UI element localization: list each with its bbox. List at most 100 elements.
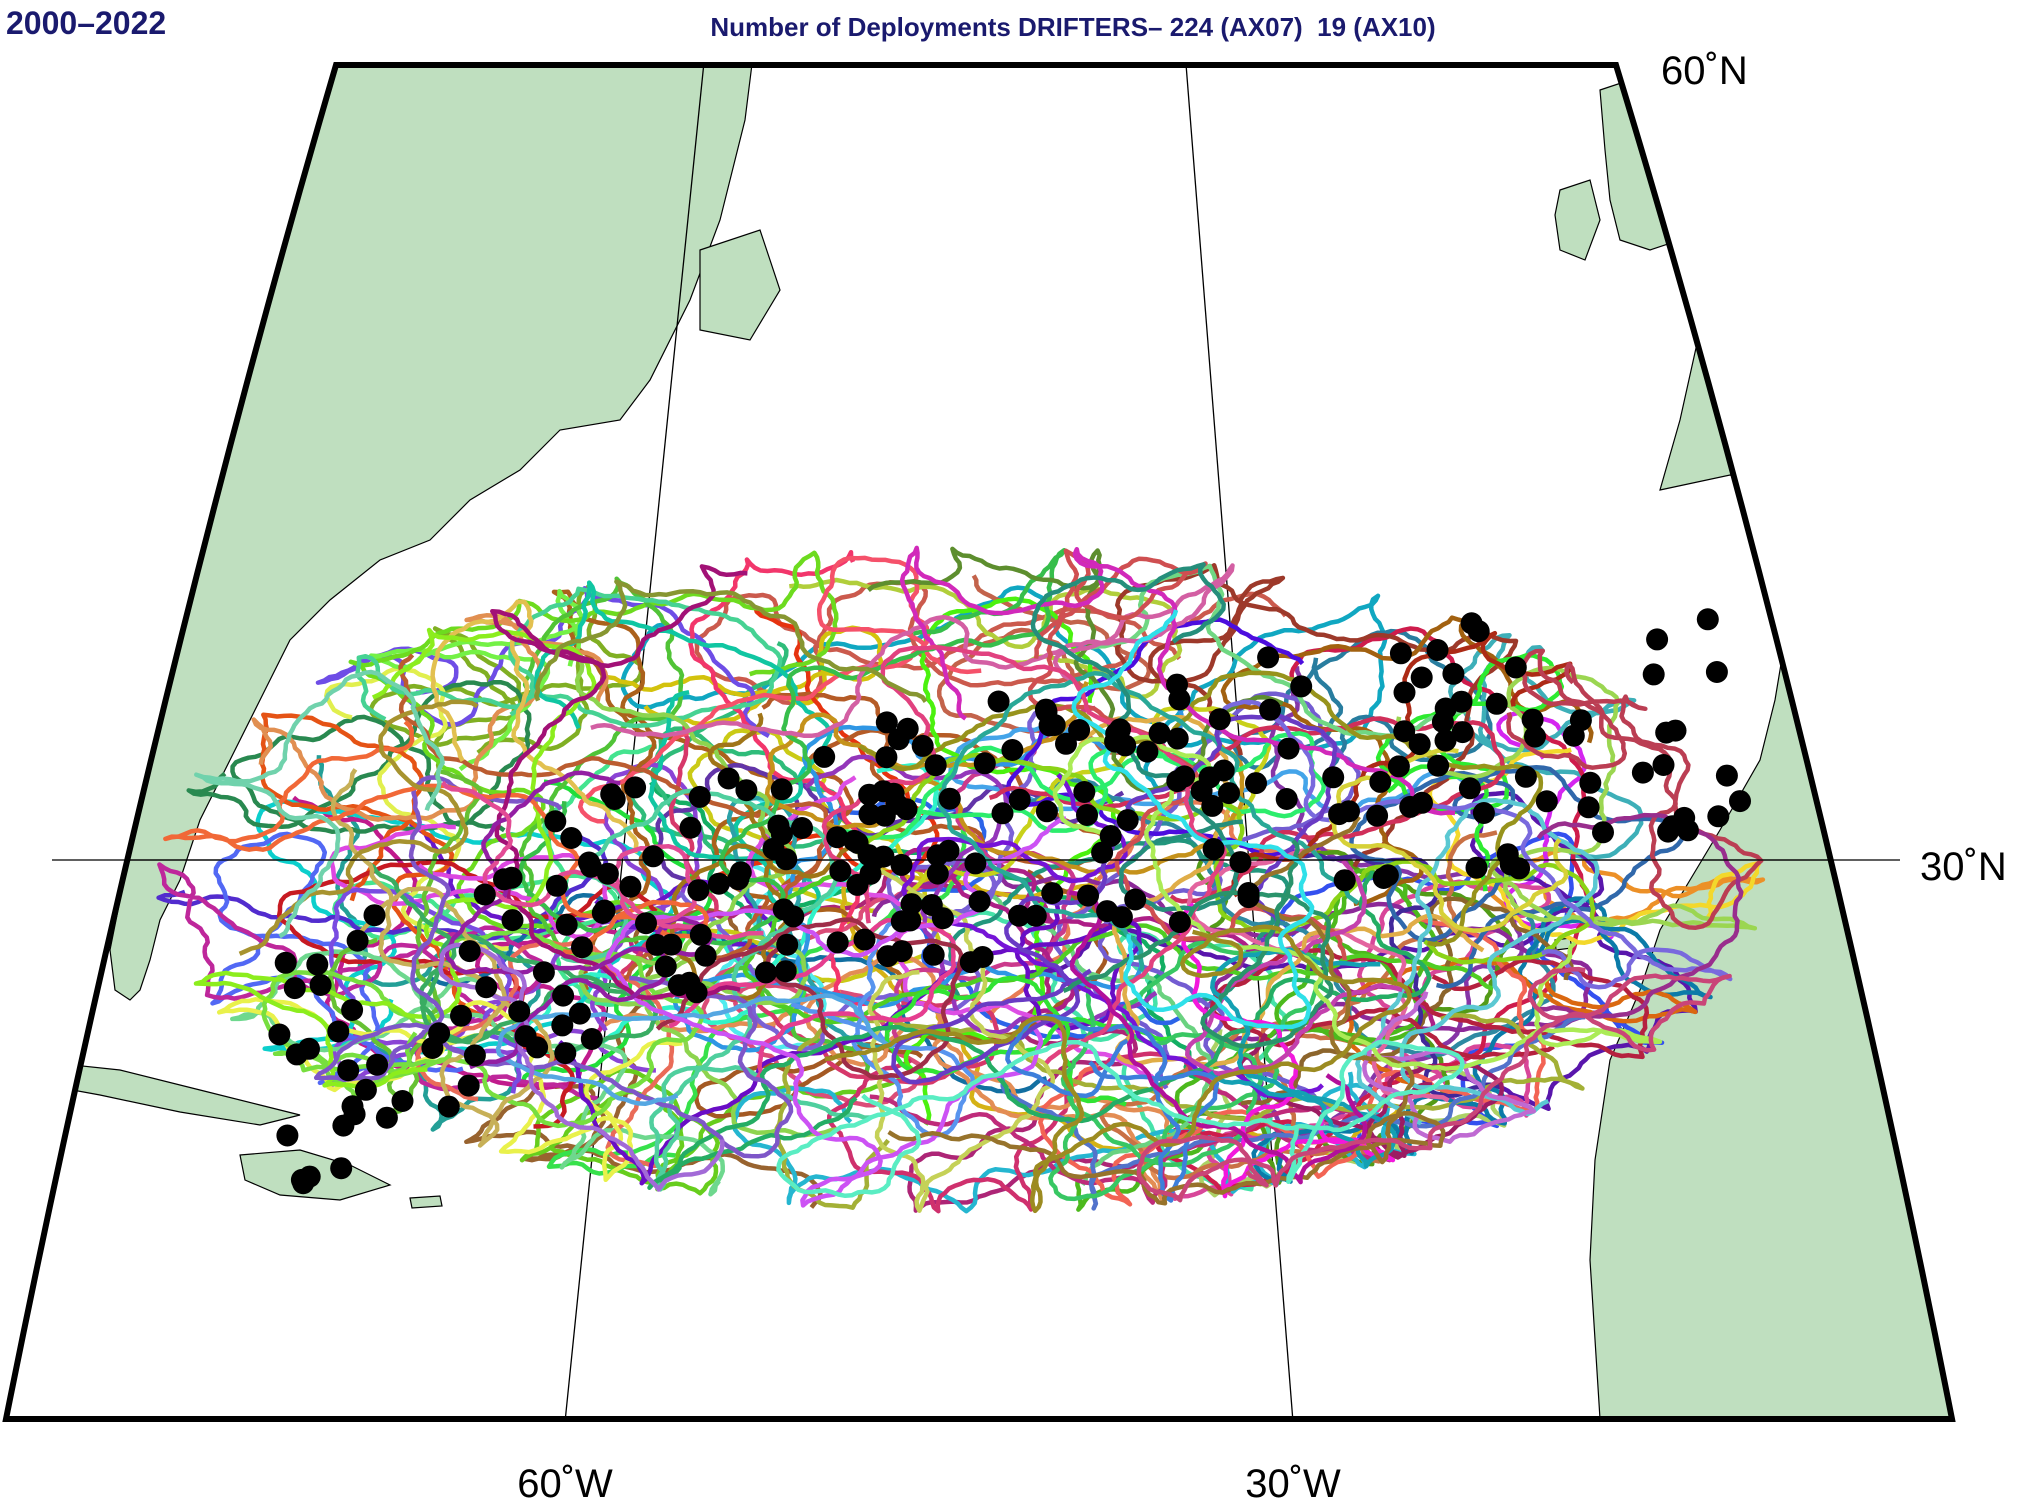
deployment-point <box>1110 906 1133 929</box>
deployment-point <box>654 955 677 978</box>
deployment-point <box>890 910 913 933</box>
deployment-point <box>853 928 876 951</box>
deployment-point <box>1465 856 1488 879</box>
deployment-point <box>1646 628 1669 651</box>
drifter-track <box>688 549 878 1007</box>
drifter-track <box>438 942 725 1192</box>
drifter-track <box>1536 812 1744 1019</box>
deployment-point <box>274 951 297 974</box>
deployment-point <box>341 1095 364 1118</box>
deployment-point <box>366 1053 389 1076</box>
deployment-point <box>1091 841 1114 864</box>
deployment-point <box>1338 800 1360 823</box>
deployment-point <box>619 875 642 898</box>
deployment-point <box>508 1000 531 1023</box>
deployment-point <box>924 754 947 777</box>
deployment-point <box>532 961 555 984</box>
britain <box>1599 79 1681 251</box>
deployment-point <box>1729 790 1751 813</box>
deployment-point <box>826 826 849 849</box>
deployment-point <box>1166 727 1189 750</box>
deployment-point <box>354 1078 377 1101</box>
deployment-point <box>1202 838 1225 860</box>
deployment-point <box>774 960 797 983</box>
deployment-point <box>858 783 881 806</box>
deployment-point <box>717 767 740 790</box>
deployment-point <box>1105 722 1128 745</box>
deployment-point <box>290 1168 313 1191</box>
deployment-point <box>1631 761 1654 784</box>
deployment-point <box>1372 867 1395 889</box>
deployment-point <box>1073 781 1096 803</box>
deployment-point <box>987 690 1010 713</box>
deployment-point <box>1410 666 1433 689</box>
drifter-track <box>655 917 964 1080</box>
deployment-point <box>1472 802 1495 824</box>
deployment-point <box>545 874 568 897</box>
deployment-point <box>1508 857 1531 880</box>
map-frame <box>2 62 1956 1422</box>
deployment-point <box>526 1036 549 1059</box>
deployment-point <box>964 852 987 875</box>
deployment-point <box>689 923 712 946</box>
deployment-point <box>900 893 923 916</box>
drifter-track <box>324 666 509 952</box>
deployment-point <box>1652 754 1675 776</box>
drifter-track <box>1027 548 1347 961</box>
deployment-point <box>1569 709 1592 732</box>
deployment-point <box>1008 788 1031 811</box>
drifter-track <box>1136 966 1732 1203</box>
deployment-point <box>457 1074 480 1097</box>
deployment-point <box>624 776 647 799</box>
drifter-track <box>1209 947 1650 1060</box>
deployment-point <box>306 953 329 976</box>
deployment-point <box>1198 766 1221 789</box>
drifter-track <box>534 579 928 703</box>
deployment-point <box>1257 646 1280 669</box>
meridian-30w <box>1182 65 1294 1419</box>
deployment-point <box>346 929 369 952</box>
deployment-point <box>1008 904 1031 927</box>
deployment-point <box>283 977 306 1000</box>
deployment-point <box>938 787 961 810</box>
deployment-point <box>959 951 982 974</box>
drifter-track <box>1251 896 1713 1184</box>
deployment-point <box>1043 714 1066 736</box>
deployment-point <box>1387 755 1410 778</box>
deployment-point <box>475 976 498 999</box>
deployment-point <box>1431 711 1454 733</box>
drifter-track <box>1048 940 1329 1202</box>
drifter-track <box>1240 896 1574 1106</box>
deployment-point <box>341 999 364 1021</box>
deployment-point <box>813 745 836 768</box>
deployment-point <box>1579 771 1602 794</box>
drifter-track <box>560 788 872 1192</box>
deployment-point <box>580 1028 603 1050</box>
deployment-point <box>687 879 710 902</box>
deployment-point <box>1041 882 1064 905</box>
deployment-point <box>770 778 793 801</box>
deployment-point <box>1218 782 1240 805</box>
deployment-point <box>876 945 899 968</box>
deployment-point <box>1369 770 1392 793</box>
drifter-track <box>1208 947 1398 1169</box>
deployment-point <box>552 984 575 1007</box>
deployment-point <box>857 844 880 867</box>
drifter-track <box>742 868 1494 1025</box>
drifter-track <box>863 752 1596 965</box>
deployment-point <box>678 971 701 994</box>
deployment-point <box>770 823 793 846</box>
drifter-track <box>355 586 783 729</box>
drifter-track <box>948 723 1469 814</box>
deployment-point <box>1664 719 1687 742</box>
drifter-track <box>1220 699 1733 990</box>
deployment-point <box>551 1014 574 1037</box>
deployment-point <box>1442 662 1465 685</box>
drifter-track <box>1038 916 1547 1207</box>
deployment-point <box>1521 708 1544 731</box>
drifter-track <box>495 993 895 1107</box>
drifter-track <box>1071 609 1315 1030</box>
deployment-points <box>268 608 1751 1195</box>
period: 2000–2022 <box>6 5 166 41</box>
